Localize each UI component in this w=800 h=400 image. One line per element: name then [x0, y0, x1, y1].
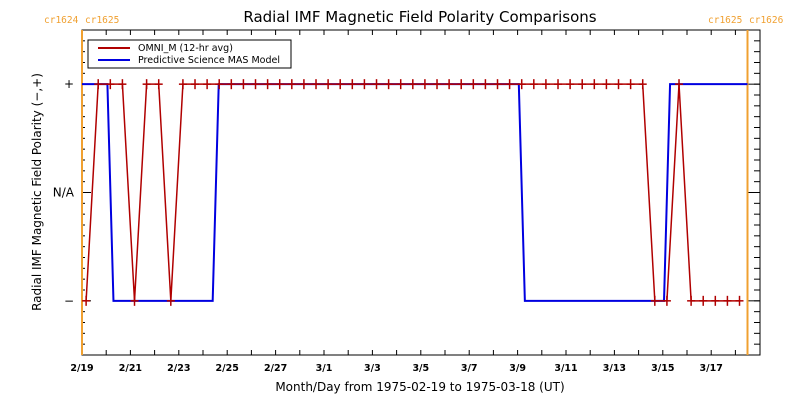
carrington-label-left-next: cr1625 — [85, 15, 119, 26]
x-tick-label: 3/1 — [316, 363, 333, 374]
y-tick-label: − — [64, 294, 74, 308]
y-tick-label: N/A — [53, 186, 75, 200]
x-tick-label: 2/19 — [70, 363, 93, 374]
x-tick-label: 3/5 — [412, 363, 429, 374]
carrington-markers — [81, 30, 749, 355]
carrington-label-right-next: cr1626 — [749, 15, 784, 26]
x-tick-label: 2/27 — [264, 363, 287, 374]
carrington-label-left: cr1624 — [44, 15, 79, 26]
x-axis-label: Month/Day from 1975-02-19 to 1975-03-18 … — [275, 380, 564, 394]
x-tick-label: 3/13 — [603, 363, 626, 374]
legend-box — [87, 39, 292, 69]
legend: OMNI_M (12-hr avg) Predictive Science MA… — [87, 39, 292, 69]
x-tick-label: 2/23 — [167, 363, 190, 374]
x-tick-label: 2/21 — [119, 363, 142, 374]
series-group — [82, 79, 748, 306]
x-tick-label: 2/25 — [216, 363, 239, 374]
x-tick-label: 3/9 — [509, 363, 526, 374]
plot-frame — [81, 29, 761, 356]
chart-title: Radial IMF Magnetic Field Polarity Compa… — [243, 8, 596, 26]
carrington-label-right: cr1625 — [708, 15, 742, 26]
y-tick-label: + — [64, 77, 74, 91]
x-tick-label: 3/7 — [461, 363, 478, 374]
legend-label-omni: OMNI_M (12-hr avg) — [138, 43, 233, 54]
legend-label-mas: Predictive Science MAS Model — [138, 55, 280, 66]
x-tick-label: 3/17 — [700, 363, 723, 374]
x-tick-label: 3/15 — [651, 363, 674, 374]
x-tick-label: 3/3 — [364, 363, 381, 374]
x-tick-label: 3/11 — [554, 363, 577, 374]
y-axis-label: Radial IMF Magnetic Field Polarity (−,+) — [30, 73, 44, 311]
omni-line — [85, 83, 740, 302]
